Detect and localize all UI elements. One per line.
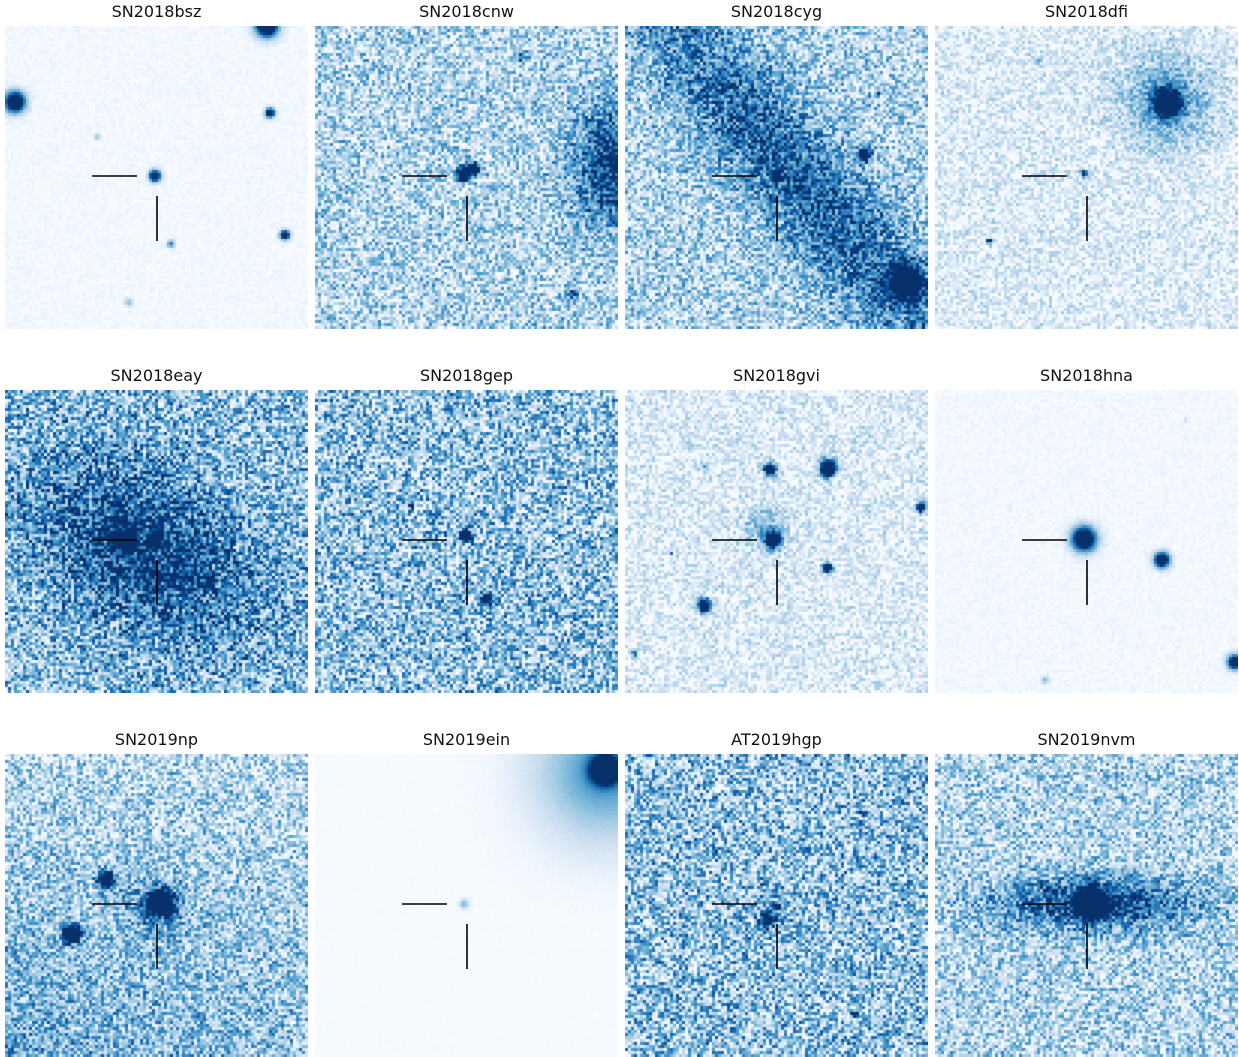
crosshair-marker [712,903,778,969]
panel-title: SN2018cyg [730,2,823,21]
stamp-image [315,754,618,1057]
crosshair-marker [92,539,158,605]
stamp-image [5,26,308,329]
panel-title: SN2018dfi [1044,2,1129,21]
stamp-image [935,754,1238,1057]
panel-title: SN2018hna [1040,366,1133,385]
stamp-image [625,754,928,1057]
crosshair-marker [712,175,778,241]
panel-title: SN2018gep [420,366,513,385]
crosshair-marker [1022,175,1088,241]
stamp-image [315,26,618,329]
stamp-image [935,26,1238,329]
stamp-image [5,754,308,1057]
panel-title: SN2018bsz [111,2,202,21]
panel-title: SN2019nvm [1037,730,1136,749]
panel-title: SN2018gvi [733,366,820,385]
stamp-image [315,390,618,693]
panel-title: SN2019np [114,730,199,749]
crosshair-marker [92,175,158,241]
panel-title: SN2018eay [110,366,203,385]
stamp-image [935,390,1238,693]
crosshair-marker [92,903,158,969]
crosshair-marker [1022,903,1088,969]
stamp-image [5,390,308,693]
crosshair-marker [402,539,468,605]
panel-title: AT2019hgp [731,730,822,749]
panel-title: SN2018cnw [419,2,514,21]
crosshair-marker [402,903,468,969]
crosshair-marker [712,539,778,605]
stamp-image [625,390,928,693]
crosshair-marker [402,175,468,241]
panel-title: SN2019ein [422,730,511,749]
crosshair-marker [1022,539,1088,605]
stamp-image [625,26,928,329]
